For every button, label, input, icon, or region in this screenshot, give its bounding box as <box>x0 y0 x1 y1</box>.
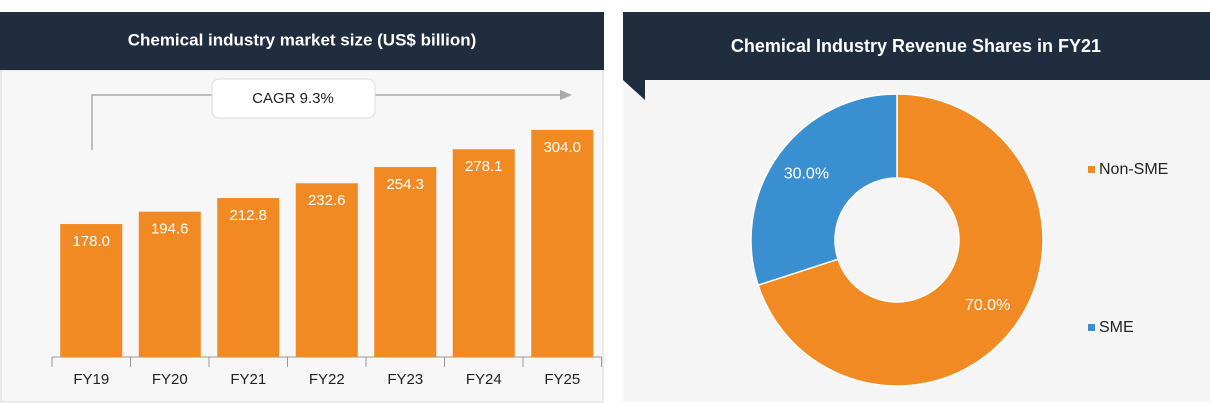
value-label: 178.0 <box>72 233 110 250</box>
cagr-arrow <box>91 94 560 150</box>
legend-label: SME <box>1099 319 1134 336</box>
bar <box>217 198 280 357</box>
annotation: CAGR 9.3% <box>252 90 334 107</box>
value-label: 70.0% <box>965 297 1010 314</box>
bar <box>138 211 201 357</box>
panel-header <box>623 12 1210 80</box>
x-tick-label: FY24 <box>466 371 502 388</box>
donut-segment <box>750 93 898 287</box>
panel-header <box>0 12 604 70</box>
x-tick-label: FY22 <box>309 371 345 388</box>
legend-swatch <box>1088 324 1095 331</box>
bar <box>374 167 437 357</box>
value-label: 212.8 <box>229 207 267 224</box>
donut-segment <box>757 93 1044 387</box>
legend-label: Non-SME <box>1099 161 1168 178</box>
value-label: 194.6 <box>151 221 189 238</box>
header-fold <box>623 80 645 100</box>
x-tick-label: FY23 <box>387 371 423 388</box>
legend-swatch <box>1088 166 1095 173</box>
arrow-head <box>560 90 572 100</box>
chart-title: Chemical industry market size (US$ billi… <box>128 30 477 49</box>
value-label: 254.3 <box>386 176 424 193</box>
bar <box>452 149 515 357</box>
value-label: 30.0% <box>784 165 829 182</box>
value-label: 304.0 <box>543 139 581 156</box>
x-tick-label: FY19 <box>73 371 109 388</box>
value-label: 232.6 <box>308 192 346 209</box>
bar <box>531 129 594 357</box>
x-tick-label: FY20 <box>152 371 188 388</box>
x-tick-label: FY21 <box>230 371 266 388</box>
bar <box>60 224 123 357</box>
bar <box>295 183 358 357</box>
chart-title: Chemical Industry Revenue Shares in FY21 <box>731 36 1101 56</box>
annotation-box <box>211 78 376 119</box>
value-label: 278.1 <box>465 158 503 175</box>
x-tick-label: FY25 <box>544 371 580 388</box>
